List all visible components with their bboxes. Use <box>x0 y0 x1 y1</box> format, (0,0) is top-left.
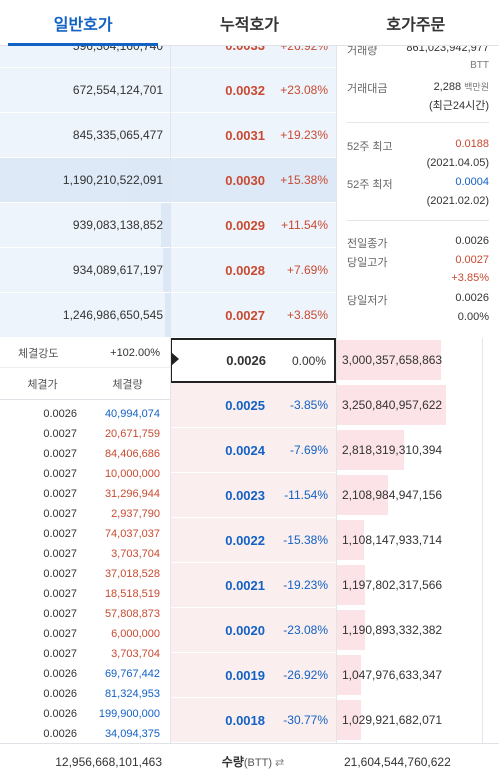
column-divider <box>336 46 337 743</box>
bid-price-cell[interactable]: 0.0025 -3.85% <box>170 383 336 428</box>
ask-total: 12,956,668,101,463 <box>55 754 162 769</box>
trade-row: 0.0027 10,000,000 <box>43 468 160 480</box>
bid-volume-cell[interactable]: 1,190,893,332,382 <box>336 608 499 653</box>
orderbook-footer: 12,956,668,101,463 수량(BTT) ⇄ 21,604,544,7… <box>0 743 499 779</box>
volume-bar <box>163 248 170 292</box>
tab-cumulative-orderbook[interactable]: 누적호가 <box>220 16 279 34</box>
ask-price-cell[interactable]: 0.0028 +7.69% <box>170 248 336 293</box>
ask-price-cell[interactable]: 0.0029 +11.54% <box>170 203 336 248</box>
ask-price-cell[interactable]: 0.0031 +19.23% <box>170 113 336 158</box>
volume-bar <box>127 158 170 202</box>
ask-volume-cell[interactable]: 939,083,138,852 <box>0 203 170 248</box>
high52-date-row: (2021.04.05) <box>426 157 489 169</box>
trade-qty-header: 체결량 <box>112 378 143 391</box>
trade-row: 0.0026 40,994,074 <box>43 408 160 420</box>
bid-volume-cell[interactable]: 1,047,976,633,347 <box>336 653 499 698</box>
current-price-marker-icon <box>171 352 179 366</box>
volume-unit-row: BTT <box>470 60 489 71</box>
volume-bar <box>336 430 404 470</box>
bid-volume-cell[interactable]: 1,197,802,317,566 <box>336 563 499 608</box>
volume-bar <box>336 520 364 560</box>
current-price-cell[interactable]: 0.0026 0.00% <box>170 338 336 383</box>
volume-bar <box>336 610 365 650</box>
info-divider <box>347 122 489 123</box>
trade-strength-label: 체결강도 <box>18 347 59 360</box>
bid-volume-cell[interactable]: 1,108,147,933,714 <box>336 518 499 563</box>
column-divider <box>482 338 483 743</box>
bid-price-cell[interactable]: 0.0024 -7.69% <box>170 428 336 473</box>
trade-row: 0.0027 37,018,528 <box>43 568 160 580</box>
trade-row: 0.0027 3,703,704 <box>43 548 160 560</box>
bid-volume-cell[interactable]: 2,818,319,310,394 <box>336 428 499 473</box>
bid-price-cell[interactable]: 0.0019 -26.92% <box>170 653 336 698</box>
quantity-unit-toggle[interactable]: 수량(BTT) ⇄ <box>170 753 336 770</box>
bid-price-cell[interactable]: 0.0021 -19.23% <box>170 563 336 608</box>
trade-strength-value: +102.00% <box>110 346 160 359</box>
volume-bar <box>161 203 170 247</box>
trade-strength: 체결강도 +102.00% <box>0 338 170 368</box>
trade-row: 0.0027 18,518,519 <box>43 588 160 600</box>
bid-price-cell[interactable]: 0.0020 -23.08% <box>170 608 336 653</box>
trade-row: 0.0027 6,000,000 <box>43 628 160 640</box>
trade-row: 0.0027 84,406,686 <box>43 448 160 460</box>
trade-row: 0.0027 3,703,704 <box>43 648 160 660</box>
trade-row: 0.0027 57,808,873 <box>43 608 160 620</box>
trade-row: 0.0027 74,037,037 <box>43 528 160 540</box>
bid-price-cell[interactable]: 0.0023 -11.54% <box>170 473 336 518</box>
ask-volume-cell[interactable]: 1,190,210,522,091 <box>0 158 170 203</box>
bid-total: 21,604,544,760,622 <box>344 754 451 769</box>
bid-price-cell[interactable]: 0.0018 -30.77% <box>170 698 336 743</box>
orderbook-grid: 596,304,160,740 0.0033 +26.92% 672,554,1… <box>0 24 499 779</box>
bid-volume-cell[interactable]: 1,029,921,682,071 <box>336 698 499 743</box>
info-divider <box>347 220 489 221</box>
volume-bar <box>165 293 170 337</box>
trade-row: 0.0026 34,094,375 <box>43 728 160 740</box>
trade-amount-note-row: (최근24시간) <box>428 100 489 112</box>
ask-price-cell[interactable]: 0.0027 +3.85% <box>170 293 336 338</box>
ask-volume-cell[interactable]: 1,246,986,650,545 <box>0 293 170 338</box>
market-info-panel: 거래량 861,023,942,977 BTT 거래대금 2,288 백만원 (… <box>336 42 499 338</box>
qty-unit: (BTT) <box>243 757 272 769</box>
day-low-row: 당일저가 0.0026 <box>347 292 489 307</box>
day-high-pct-row: +3.85% <box>451 272 489 284</box>
trade-row: 0.0027 2,937,790 <box>43 508 160 520</box>
trade-row: 0.0027 20,671,759 <box>43 428 160 440</box>
volume-bar <box>336 475 388 515</box>
tab-orderbook-order[interactable]: 호가주문 <box>386 16 446 34</box>
low52-date-row: (2021.02.02) <box>426 195 489 207</box>
prev-close-row: 전일종가 0.0026 <box>347 235 489 250</box>
trade-list-header: 체결가 체결량 <box>0 368 170 400</box>
tab-general-orderbook[interactable]: 일반호가 <box>0 0 166 46</box>
swap-icon: ⇄ <box>274 757 285 769</box>
trade-amount-row: 거래대금 2,288 백만원 <box>347 81 489 95</box>
volume-bar <box>336 565 365 605</box>
bid-volume-cell[interactable]: 3,250,840,957,622 <box>336 383 499 428</box>
trade-price-header: 체결가 <box>27 378 58 391</box>
low52-row: 52주 최저 0.0004 <box>347 176 489 191</box>
ask-volume-cell[interactable]: 845,335,065,477 <box>0 113 170 158</box>
ask-price-cell[interactable]: 0.0032 +23.08% <box>170 68 336 113</box>
trade-row: 0.0026 69,767,442 <box>43 668 160 680</box>
ask-volume-cell[interactable]: 934,089,617,197 <box>0 248 170 293</box>
volume-bar <box>336 385 446 425</box>
day-low-pct-row: 0.00% <box>457 311 489 323</box>
bid-volume-cell[interactable]: 2,108,984,947,156 <box>336 473 499 518</box>
orderbook-tabs: 일반호가 누적호가 호가주문 <box>0 0 499 46</box>
ask-price-cell[interactable]: 0.0030 +15.38% <box>170 158 336 203</box>
column-divider <box>170 46 171 743</box>
volume-bar <box>336 700 361 740</box>
high52-row: 52주 최고 0.0188 <box>347 138 489 153</box>
volume-bar <box>336 340 441 380</box>
bid-price-cell[interactable]: 0.0022 -15.38% <box>170 518 336 563</box>
ask-volume-cell[interactable]: 672,554,124,701 <box>0 68 170 113</box>
qty-label: 수량 <box>221 755 244 769</box>
trade-row: 0.0026 81,324,953 <box>43 688 160 700</box>
trade-row: 0.0026 199,900,000 <box>43 708 160 720</box>
day-high-row: 당일고가 0.0027 <box>347 254 489 269</box>
current-volume-cell[interactable]: 3,000,357,658,863 <box>336 338 499 383</box>
trade-row: 0.0027 31,296,944 <box>43 488 160 500</box>
volume-bar <box>336 655 361 695</box>
